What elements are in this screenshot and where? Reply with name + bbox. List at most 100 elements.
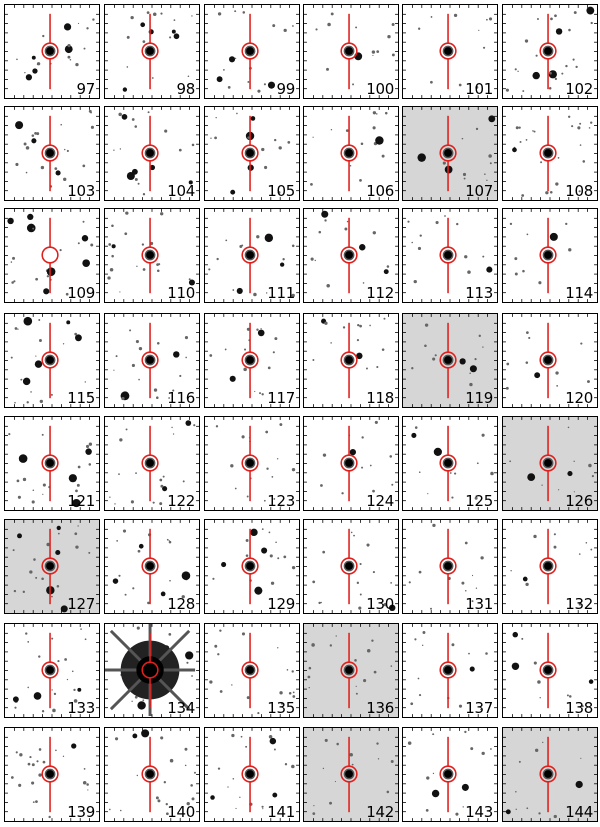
field-star: [267, 366, 271, 370]
field-star: [160, 12, 163, 15]
field-star: [149, 164, 156, 171]
field-star: [330, 342, 332, 344]
field-star: [124, 593, 127, 596]
field-star: [475, 587, 478, 589]
field-star: [181, 595, 185, 599]
field-star: [111, 254, 114, 258]
target-star: [246, 562, 254, 570]
target-star: [246, 251, 254, 259]
field-star: [87, 789, 89, 791]
field-star: [24, 71, 26, 74]
field-star: [272, 351, 275, 354]
sky-image: [403, 728, 497, 821]
field-star: [514, 68, 517, 71]
field-star: [386, 265, 390, 268]
sky-image: [403, 520, 497, 613]
field-star: [156, 396, 159, 399]
field-star: [312, 580, 316, 584]
field-star: [15, 162, 19, 167]
field-star: [273, 748, 276, 751]
sky-image: [205, 5, 299, 98]
field-star: [107, 276, 111, 280]
field-star: [383, 603, 387, 607]
field-star: [280, 702, 284, 705]
field-star: [345, 129, 349, 132]
field-star: [352, 83, 355, 86]
field-star: [381, 154, 385, 158]
circle-crosshair-icon: [41, 661, 59, 679]
field-star: [171, 29, 176, 34]
sky-image: [503, 520, 597, 613]
field-star: [245, 745, 248, 748]
panel-number: 132: [565, 595, 593, 613]
field-star: [314, 259, 316, 262]
field-star: [210, 137, 212, 139]
field-star: [39, 399, 43, 404]
field-star: [231, 684, 233, 686]
field-star: [424, 344, 427, 347]
field-star: [329, 801, 333, 805]
field-star: [256, 235, 260, 239]
chart-panel: 128: [104, 519, 200, 614]
chart-panel: 111: [204, 208, 300, 303]
field-star: [310, 182, 313, 186]
field-star: [72, 498, 81, 508]
target-star: [544, 47, 552, 55]
field-star: [32, 227, 35, 230]
chart-panel: 126: [502, 416, 598, 511]
field-star: [418, 570, 422, 574]
field-star: [191, 15, 193, 17]
field-star: [461, 137, 464, 140]
field-star: [32, 801, 35, 803]
panel-number: 114: [565, 284, 593, 302]
field-star: [138, 378, 140, 381]
field-star: [118, 112, 122, 117]
field-star: [320, 484, 323, 487]
field-star: [242, 11, 246, 14]
chart-panel: 112: [303, 208, 399, 303]
field-star: [324, 219, 327, 222]
field-star: [90, 243, 94, 247]
field-star: [82, 259, 90, 267]
field-star: [522, 269, 525, 273]
field-star: [571, 125, 574, 128]
chart-panel: 125: [402, 416, 498, 511]
circle-crosshair-icon: [439, 557, 457, 575]
field-star: [534, 372, 541, 379]
field-star: [533, 661, 537, 665]
field-star: [435, 220, 439, 225]
field-star: [136, 774, 139, 777]
field-star: [10, 261, 13, 263]
field-star: [326, 67, 329, 71]
field-star: [31, 781, 35, 785]
target-star: [444, 770, 452, 778]
field-star: [65, 292, 69, 296]
panel-number: 109: [67, 284, 95, 302]
field-star: [131, 168, 138, 175]
field-star: [355, 26, 358, 29]
field-star: [243, 367, 247, 372]
field-star: [126, 172, 135, 181]
field-star: [522, 90, 525, 93]
field-star: [313, 805, 315, 807]
field-star: [535, 748, 539, 752]
field-star: [132, 587, 135, 590]
field-star: [165, 802, 168, 806]
circle-crosshair-icon: [141, 144, 159, 162]
field-star: [519, 140, 522, 143]
field-star: [60, 123, 62, 126]
field-star: [12, 549, 15, 552]
field-star: [475, 85, 479, 89]
target-star: [544, 251, 552, 259]
field-star: [13, 280, 16, 283]
field-star: [34, 131, 37, 135]
field-star: [29, 755, 32, 759]
field-star: [273, 498, 276, 500]
field-star: [169, 758, 174, 763]
field-star: [517, 70, 519, 73]
field-star: [217, 767, 221, 770]
field-star: [573, 491, 575, 493]
field-star: [430, 607, 432, 610]
circle-crosshair-icon: [241, 144, 259, 162]
field-star: [391, 23, 395, 26]
